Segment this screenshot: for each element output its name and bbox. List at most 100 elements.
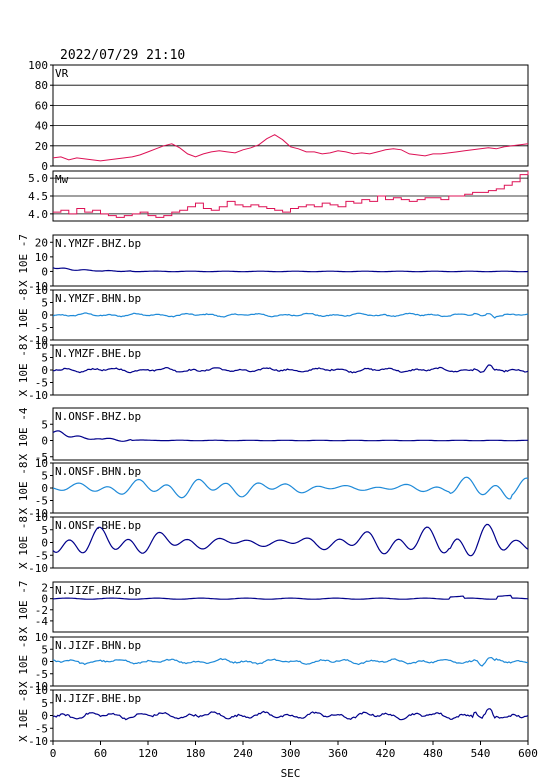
series-line-onsf-bhz [52, 430, 528, 442]
x-tick-label: 420 [376, 747, 396, 760]
panel-frame [52, 407, 529, 461]
panel-label: N.JIZF.BHE.bp [55, 692, 141, 705]
y-tick-label: 100 [28, 59, 48, 72]
y-tick-label: 60 [35, 99, 48, 112]
x-tick-label: 180 [186, 747, 206, 760]
panel-frame [52, 234, 529, 287]
x-tick-label: 240 [233, 747, 253, 760]
series-line-jizf-bhn [52, 656, 528, 667]
panel-label: N.ONSF.BHE.bp [55, 519, 141, 532]
y-tick-label: 5 [41, 297, 48, 310]
series-line-vr [52, 134, 529, 162]
y-tick-label: 10 [35, 511, 48, 524]
y-tick-label: 5 [41, 352, 48, 365]
panel-frame [52, 581, 529, 633]
x-tick-label: 120 [138, 747, 158, 760]
y-tick-label: 0 [41, 435, 48, 448]
series-line-onsf-bhn [52, 476, 529, 500]
y-tick-label: 5 [41, 697, 48, 710]
x-tick-label: 360 [328, 747, 348, 760]
y-axis-label: X 10E -8 [17, 516, 30, 569]
panel-label: N.JIZF.BHZ.bp [55, 584, 141, 597]
y-tick-label: 5.0 [28, 172, 48, 185]
x-tick-label: 60 [94, 747, 107, 760]
panel-label: N.YMZF.BHZ.bp [55, 237, 141, 250]
y-tick-label: 5 [41, 470, 48, 483]
y-tick-label: -5 [35, 377, 48, 390]
x-tick-label: 480 [423, 747, 443, 760]
y-axis-label: X 10E -4 [17, 407, 30, 460]
y-tick-label: -10 [28, 735, 48, 748]
y-tick-label: -5 [35, 668, 48, 681]
y-tick-label: -2 [35, 604, 48, 617]
y-axis-label: X 10E -8 [17, 689, 30, 742]
y-tick-label: 10 [35, 339, 48, 352]
y-tick-label: 10 [35, 284, 48, 297]
y-axis-label: X 10E -8 [17, 635, 30, 688]
x-axis-label: SEC [281, 767, 301, 780]
y-tick-label: 10 [35, 684, 48, 697]
y-tick-label: 10 [35, 251, 48, 264]
panel-label: N.YMZF.BHN.bp [55, 292, 141, 305]
series-line-mw [53, 171, 529, 218]
y-tick-label: -10 [28, 562, 48, 575]
chart-title: 2022/07/29 21:10 [60, 48, 186, 63]
y-tick-label: 0 [41, 593, 48, 606]
panel-jizf-bhz: 20-2-4 N.JIZF.BHZ.bp X 10E -7 [17, 581, 529, 634]
panel-vr: 100 80 60 40 20 0 VR [28, 59, 529, 173]
panel-label: N.YMZF.BHE.bp [55, 347, 141, 360]
panel-label: VR [55, 67, 69, 80]
x-tick-label: 300 [281, 747, 301, 760]
y-tick-label: 0 [41, 265, 48, 278]
y-axis-label: X 10E -7 [17, 581, 30, 634]
panel-label: N.JIZF.BHN.bp [55, 639, 141, 652]
panel-label: N.ONSF.BHZ.bp [55, 410, 141, 423]
y-tick-label: 5 [41, 643, 48, 656]
y-tick-label: -5 [35, 549, 48, 562]
y-tick-label: 20 [35, 236, 48, 249]
y-tick-label: 5 [41, 418, 48, 431]
series-line-ymzf-bhz [52, 267, 529, 273]
y-tick-label: 4.0 [28, 208, 48, 221]
panel-label: Mw [55, 173, 69, 186]
y-tick-label: 4.5 [28, 190, 48, 203]
series-line-ymzf-bhn [52, 312, 529, 319]
y-tick-label: -5 [35, 451, 48, 464]
y-tick-label: -5 [35, 722, 48, 735]
y-tick-label: -10 [28, 334, 48, 347]
y-tick-label: -5 [35, 495, 48, 508]
y-tick-label: 40 [35, 120, 48, 133]
y-tick-label: -10 [28, 680, 48, 693]
y-tick-label: 80 [35, 79, 48, 92]
panel-label: N.ONSF.BHN.bp [55, 465, 141, 478]
y-tick-label: 10 [35, 457, 48, 470]
y-axis-label: X 10E -8 [17, 462, 30, 515]
panel-ymzf-bhz: 20 100 -10 N.YMZF.BHZ.bp X 10E -7 [17, 234, 529, 293]
y-tick-label: 0 [41, 364, 48, 377]
panel-mw: 5.0 4.5 4.0 Mw [28, 170, 529, 222]
y-tick-label: 20 [35, 140, 48, 153]
y-tick-label: 5 [41, 524, 48, 537]
series-line-ymzf-bhe [53, 364, 529, 374]
panel-onsf-bhz: 5 0 -5 N.ONSF.BHZ.bp X 10E -4 [17, 407, 529, 464]
y-axis-label: X 10E -8 [17, 344, 30, 397]
y-tick-label: -5 [35, 322, 48, 335]
x-tick-label: 540 [471, 747, 491, 760]
y-tick-label: 0 [41, 309, 48, 322]
series-line-onsf-bhe [52, 523, 529, 557]
y-axis-label: X 10E -8 [17, 289, 30, 342]
x-tick-label: 0 [50, 747, 57, 760]
y-tick-label: 2 [41, 582, 48, 595]
y-tick-label: 0 [41, 656, 48, 669]
y-tick-label: -10 [28, 389, 48, 402]
y-tick-label: 0 [41, 482, 48, 495]
y-tick-label: 10 [35, 631, 48, 644]
x-tick-label: 600 [518, 747, 538, 760]
y-tick-label: 0 [41, 710, 48, 723]
